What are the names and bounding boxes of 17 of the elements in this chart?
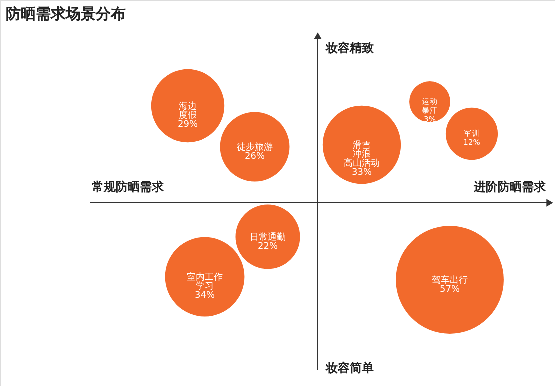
data-label: 29% [178,120,198,130]
category-label: 海边度假 [179,101,197,121]
data-label: 26% [244,152,266,162]
category-label: 日常通勤 [250,232,286,243]
text: 妆容简单 [325,361,374,375]
category-label: 驾车出行 [432,275,468,286]
category-label: 滑雪冲浪高山活动 [344,140,380,169]
data-label: 34% [194,291,216,301]
data-label: 57% [440,285,460,295]
text: 防晒需求场景分布 [6,5,126,23]
text: 进阶防晒需求 [473,180,547,194]
data-label: 33% [352,168,372,178]
category-label: 徒步旅游 [237,142,273,153]
text: 妆容精致 [325,41,374,55]
data-label: 22% [258,242,278,252]
text: 常规防晒需求 [92,180,165,194]
category-label: 室内工作学习 [187,272,223,292]
